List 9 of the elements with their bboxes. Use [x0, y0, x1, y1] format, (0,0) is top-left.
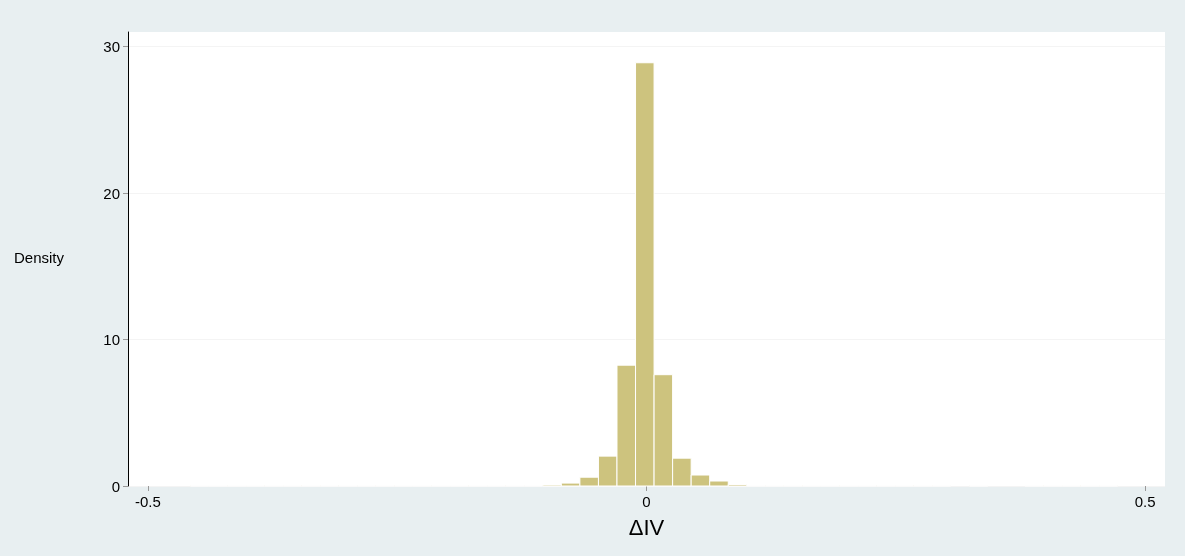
x-axis-title: ΔIV — [628, 514, 665, 540]
x-tick-label: 0 — [642, 493, 651, 510]
y-tick-label: 20 — [103, 184, 120, 202]
x-tick-label: 0.5 — [1134, 493, 1156, 510]
x-tick-label: -0.5 — [135, 493, 161, 510]
y-tick-label: 30 — [103, 38, 120, 56]
y-tick-label: 10 — [103, 331, 120, 349]
y-tick-label: 0 — [111, 477, 120, 495]
y-axis-title: Density — [14, 249, 65, 266]
